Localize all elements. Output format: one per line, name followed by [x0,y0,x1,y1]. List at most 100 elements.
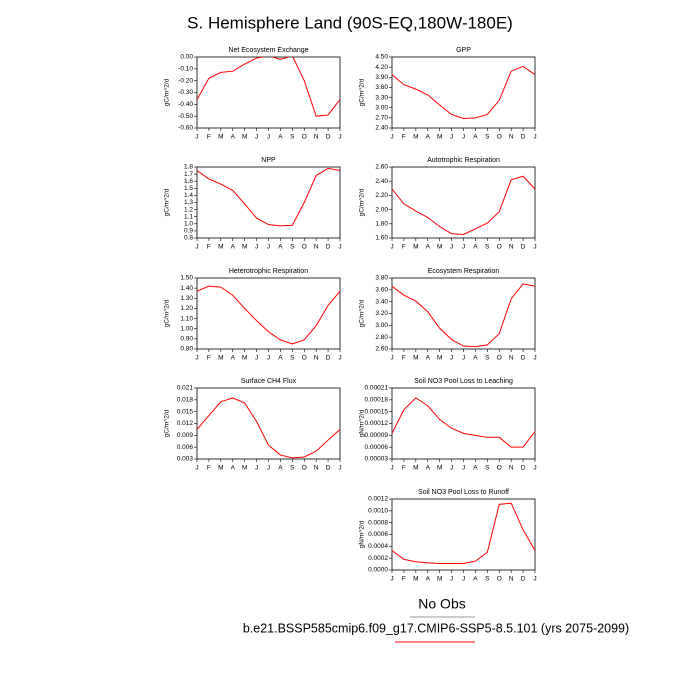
x-tick-label: F [207,465,211,472]
x-tick-label: S [485,244,490,251]
x-tick-label: S [290,465,295,472]
x-tick-label: J [533,355,536,362]
data-line [197,285,340,345]
x-tick-label: J [338,355,341,362]
panel: Ecosystem Respiration gC/m^2/d 2.60 2.80 3.0… [359,268,537,362]
panel: Heterotrophic Respiration gC/m^2/d 0.80 0.9… [164,268,342,362]
x-tick-label: D [521,465,526,472]
x-tick-label: D [521,244,526,251]
panel: Soil NO3 Pool Loss to LeachinggN/m^2/d0.… [359,378,537,472]
y-tick-label: 4.50 [375,54,388,61]
x-tick-label: N [314,465,319,472]
y-tick-label: 3.30 [375,94,388,101]
data-line [392,283,535,348]
x-tick-label: D [326,134,331,141]
y-tick-label: 2.00 [375,206,388,213]
x-tick-label: M [218,355,223,362]
x-tick-label: A [473,244,478,251]
panel: NPPgC/m^2/d0.80.91.01.11.21.31.41.51.61.… [164,157,342,251]
y-tick-label: 0.9 [184,228,193,235]
y-tick-label: 0.009 [177,432,194,439]
x-tick-label: A [426,244,431,251]
x-tick-label: J [390,576,393,583]
x-tick-label: M [413,576,418,583]
x-tick-label: S [485,465,490,472]
case-label: b.e21.BSSP585cmip6.f09_g17.CMIP6-SSP5-8.… [243,621,629,635]
panel-title: GPP [456,47,471,54]
x-tick-label: A [231,244,236,251]
x-tick-label: M [437,465,442,472]
x-tick-label: A [426,576,431,583]
data-line [197,397,340,459]
x-tick-label: J [533,465,536,472]
x-tick-label: O [302,134,307,141]
data-line [392,175,535,235]
x-tick-label: M [242,244,247,251]
x-tick-label: O [302,465,307,472]
x-tick-label: A [426,134,431,141]
y-tick-label: 1.60 [375,235,388,242]
plot-frame [196,56,341,129]
y-tick-label: 2.80 [375,334,388,341]
x-tick-label: J [450,134,453,141]
x-tick-label: M [437,134,442,141]
x-tick-label: J [390,134,393,141]
y-tick-label: 0.00 [180,54,193,61]
x-tick-label: A [278,244,283,251]
x-tick-label: A [473,134,478,141]
x-tick-label: M [242,134,247,141]
y-tick-label: 0.012 [177,420,194,427]
data-line [392,502,535,564]
x-tick-label: J [338,465,341,472]
panel-title: Autotrophic Respiration [427,157,500,164]
y-tick-label: 0.0006 [368,531,388,538]
y-tick-label: -0.60 [178,125,193,132]
plot-frame [391,56,536,129]
x-tick-label: O [302,244,307,251]
x-tick-label: J [255,465,258,472]
y-tick-label: 1.80 [375,221,388,228]
y-tick-label: 1.0 [184,221,193,228]
y-axis-label: gN/m^2/d [359,520,366,548]
x-tick-label: A [231,465,236,472]
x-tick-label: J [255,134,258,141]
y-tick-label: 1.30 [180,295,193,302]
y-tick-label: -0.30 [178,89,193,96]
x-tick-label: D [521,576,526,583]
x-tick-label: M [437,355,442,362]
y-tick-label: 0.80 [180,346,193,353]
x-tick-label: J [390,465,393,472]
y-tick-label: 3.60 [375,287,388,294]
y-tick-label: 0.00015 [365,408,389,415]
y-axis-label: gN/m^2/d [359,409,366,437]
y-tick-label: 3.40 [375,298,388,305]
x-tick-label: M [437,576,442,583]
x-tick-label: O [497,465,502,472]
x-tick-label: J [195,134,198,141]
x-tick-label: J [462,355,465,362]
x-tick-label: N [314,355,319,362]
y-tick-label: 0.0010 [368,508,388,515]
x-tick-label: M [218,244,223,251]
y-tick-label: 3.00 [375,322,388,329]
x-tick-label: A [426,355,431,362]
y-tick-label: 3.80 [375,275,388,282]
y-axis-label: gC/m^2/d [164,78,171,106]
y-tick-label: 0.006 [177,444,194,451]
y-tick-label: 3.20 [375,310,388,317]
x-tick-label: J [195,244,198,251]
y-tick-label: 1.6 [184,178,193,185]
panel-title: Heterotrophic Respiration [229,268,308,275]
x-tick-label: A [473,465,478,472]
y-tick-label: 0.0002 [368,555,388,562]
y-axis-label: gC/m^2/d [164,299,171,327]
data-line [197,167,340,227]
figure-title: S. Hemisphere Land (90S-EQ,180W-180E) [187,13,513,32]
x-tick-label: J [462,465,465,472]
x-tick-label: F [207,134,211,141]
y-tick-label: 2.40 [375,178,388,185]
y-tick-label: 0.00018 [365,397,389,404]
y-tick-label: 0.003 [177,456,194,463]
y-tick-label: 3.00 [375,104,388,111]
